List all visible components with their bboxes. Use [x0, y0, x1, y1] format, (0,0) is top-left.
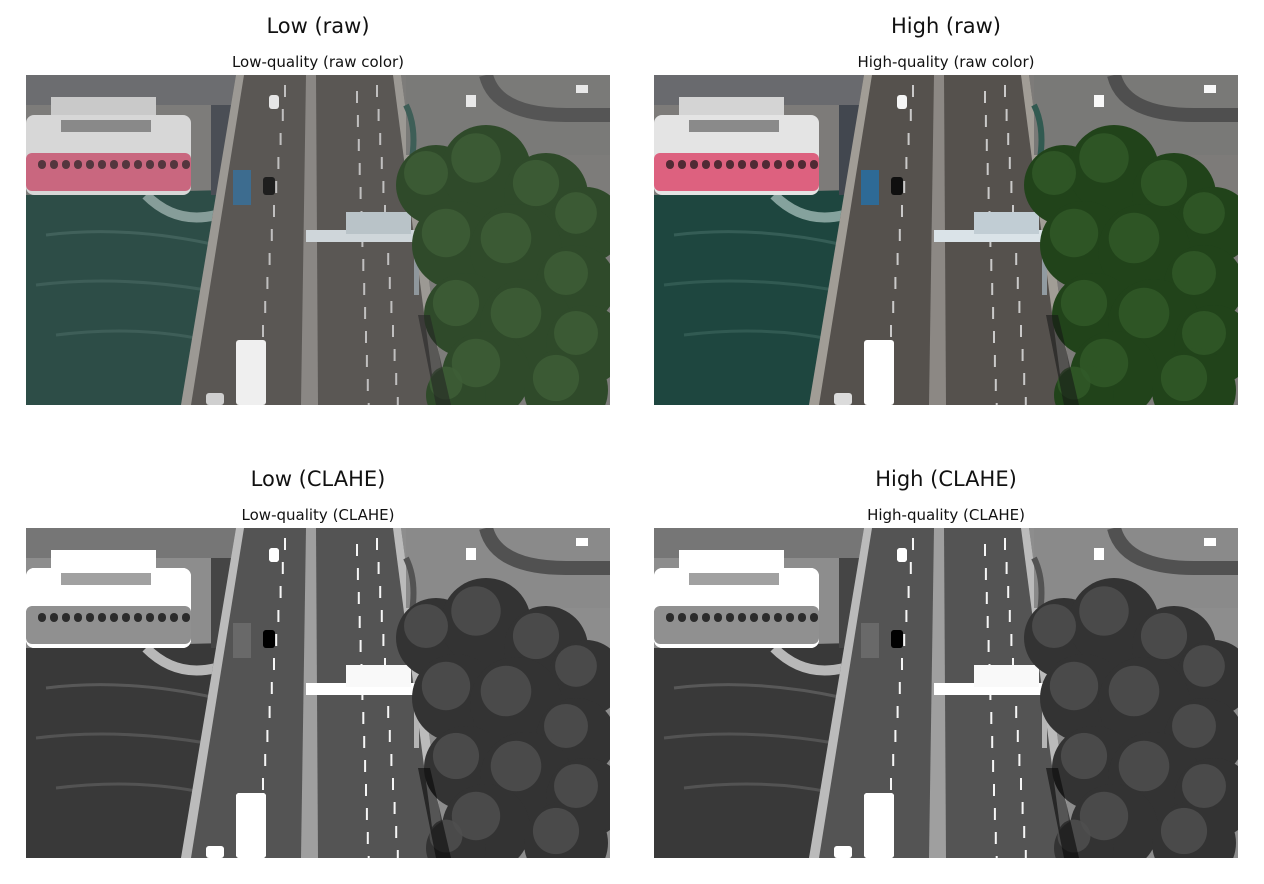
panel-title-high-clahe: High (CLAHE)	[875, 467, 1017, 491]
aerial-image-low-raw	[26, 75, 610, 405]
panel-title-low-raw: Low (raw)	[266, 14, 370, 38]
panel-subtitle-low-clahe: Low-quality (CLAHE)	[241, 506, 395, 524]
panel-subtitle-high-clahe: High-quality (CLAHE)	[867, 506, 1025, 524]
aerial-image-high-clahe	[654, 528, 1238, 858]
aerial-image-high-raw	[654, 75, 1238, 405]
panel-subtitle-low-raw: Low-quality (raw color)	[231, 53, 405, 71]
panel-subtitle-high-raw: High-quality (raw color)	[857, 53, 1035, 71]
panel-title-low-clahe: Low (CLAHE)	[250, 467, 386, 491]
panel-title-high-raw: High (raw)	[890, 14, 1001, 38]
aerial-image-low-clahe	[26, 528, 610, 858]
